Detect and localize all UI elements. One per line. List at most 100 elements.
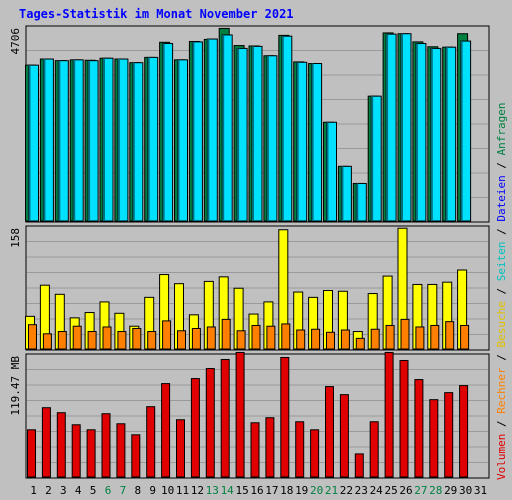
x-tick-label: 2 [45, 484, 52, 497]
bar-rechner [132, 327, 142, 350]
x-tick-label: 6 [105, 484, 112, 497]
bar-rechner [236, 330, 246, 350]
x-tick-label: 21 [325, 484, 338, 497]
bar-dateien-shade [162, 43, 165, 221]
bar-volumen [384, 351, 394, 478]
x-tick-label: 14 [221, 484, 235, 497]
legend-dateien: Dateien [495, 175, 508, 221]
bar-rechner [340, 329, 350, 350]
bar-rechner [370, 328, 380, 350]
legend-volumen: Volumen [495, 434, 508, 480]
x-tick-label: 17 [265, 484, 278, 497]
legend-anfragen: Anfragen [495, 102, 508, 155]
bar-volumen [86, 429, 96, 478]
x-tick-label: 25 [384, 484, 397, 497]
x-tick-label: 23 [355, 484, 368, 497]
x-axis-labels: 1 2 3 4 5 6 7 8 9 10 11 12 13 14 15 16 17 18 19 20 21 22 23 24 2… [30, 484, 487, 497]
x-tick-label: 11 [176, 484, 189, 497]
bar-volumen [71, 424, 81, 478]
x-tick-label: 22 [340, 484, 353, 497]
bar-volumen [235, 351, 245, 478]
bar-volumen [205, 368, 215, 478]
bar-volumen [265, 417, 275, 478]
chart-panel-top: 4706 [9, 25, 490, 223]
bar-rechner [445, 321, 455, 350]
bar-rechner [460, 324, 470, 350]
bar-rechner [206, 326, 216, 350]
bar-dateien-shade [401, 33, 403, 221]
x-tick-label: 19 [295, 484, 308, 497]
x-tick-label: 12 [191, 484, 204, 497]
bar-volumen [27, 429, 36, 478]
bar-dateien-shade [296, 62, 299, 222]
legend-separator: / [495, 414, 508, 434]
bar-volumen [41, 407, 51, 478]
bar-volumen [116, 423, 126, 478]
bar-dateien-shade [103, 58, 105, 222]
bar-volumen [369, 421, 379, 478]
bar-dateien-shade [445, 47, 448, 221]
bar-dateien-shade [266, 55, 269, 221]
bar-dateien-shade [222, 34, 225, 221]
bar-volumen [459, 385, 469, 478]
bar-volumen [429, 399, 439, 478]
bar-dateien-shade [88, 60, 91, 222]
bar-rechner [385, 324, 395, 350]
bar-rechner [251, 324, 261, 350]
legend-right: Volumen / Rechner / Besuche / Seiten / D… [495, 102, 508, 480]
bar-dateien-shade [58, 60, 61, 222]
legend-seiten: Seiten [495, 242, 508, 282]
bar-rechner [415, 326, 425, 350]
y-axis-max-label: 158 [9, 228, 22, 248]
bar-dateien-shade [177, 59, 180, 222]
bar-dateien-shade [371, 96, 374, 221]
bar-rechner [281, 323, 291, 350]
bar-dateien-shade [117, 59, 120, 222]
x-tick-label: 3 [60, 484, 67, 497]
bar-volumen [399, 359, 409, 478]
bar-volumen [325, 386, 334, 478]
bar-dateien-shade [415, 43, 418, 221]
bar-volumen [56, 412, 66, 478]
bar-rechner [266, 325, 276, 350]
bar-volumen [339, 394, 349, 478]
bar-volumen [280, 356, 290, 478]
bar-rechner [57, 331, 67, 350]
x-tick-label: 20 [310, 484, 323, 497]
bar-rechner [102, 326, 112, 350]
bar-volumen [131, 434, 141, 478]
bar-dateien-shade [356, 183, 359, 221]
x-tick-label: 5 [90, 484, 97, 497]
bar-rechner [117, 331, 127, 350]
bar-dateien-shade [28, 65, 31, 222]
bar-dateien-shade [252, 46, 254, 221]
bar-dateien-shade [192, 41, 195, 221]
x-tick-label: 16 [250, 484, 263, 497]
bar-volumen [414, 379, 424, 478]
x-tick-label: 13 [206, 484, 219, 497]
bar-volumen [310, 429, 320, 478]
legend-separator: / [495, 222, 508, 242]
x-tick-label: 1 [30, 484, 37, 497]
bar-rechner [177, 330, 186, 350]
bar-volumen [161, 383, 171, 478]
bar-dateien-shade [460, 41, 463, 222]
bar-volumen [176, 419, 185, 478]
x-tick-label: 24 [370, 484, 384, 497]
x-tick-label: 15 [235, 484, 248, 497]
bar-dateien-shade [311, 63, 314, 222]
x-tick-label: 4 [75, 484, 82, 497]
bar-rechner [72, 325, 82, 350]
legend-besuche: Besuche [495, 301, 508, 347]
x-tick-label: 29 [444, 484, 457, 497]
bar-dateien-shade [207, 39, 210, 222]
bar-volumen [220, 358, 230, 478]
x-tick-label: 28 [429, 484, 442, 497]
chart-title: Tages-Statistik im Monat November 2021 [19, 7, 294, 21]
bar-dateien-shade [430, 48, 433, 221]
bar-dateien-shade [43, 59, 46, 222]
bar-dateien-shade [341, 166, 344, 221]
bar-rechner [42, 333, 52, 350]
